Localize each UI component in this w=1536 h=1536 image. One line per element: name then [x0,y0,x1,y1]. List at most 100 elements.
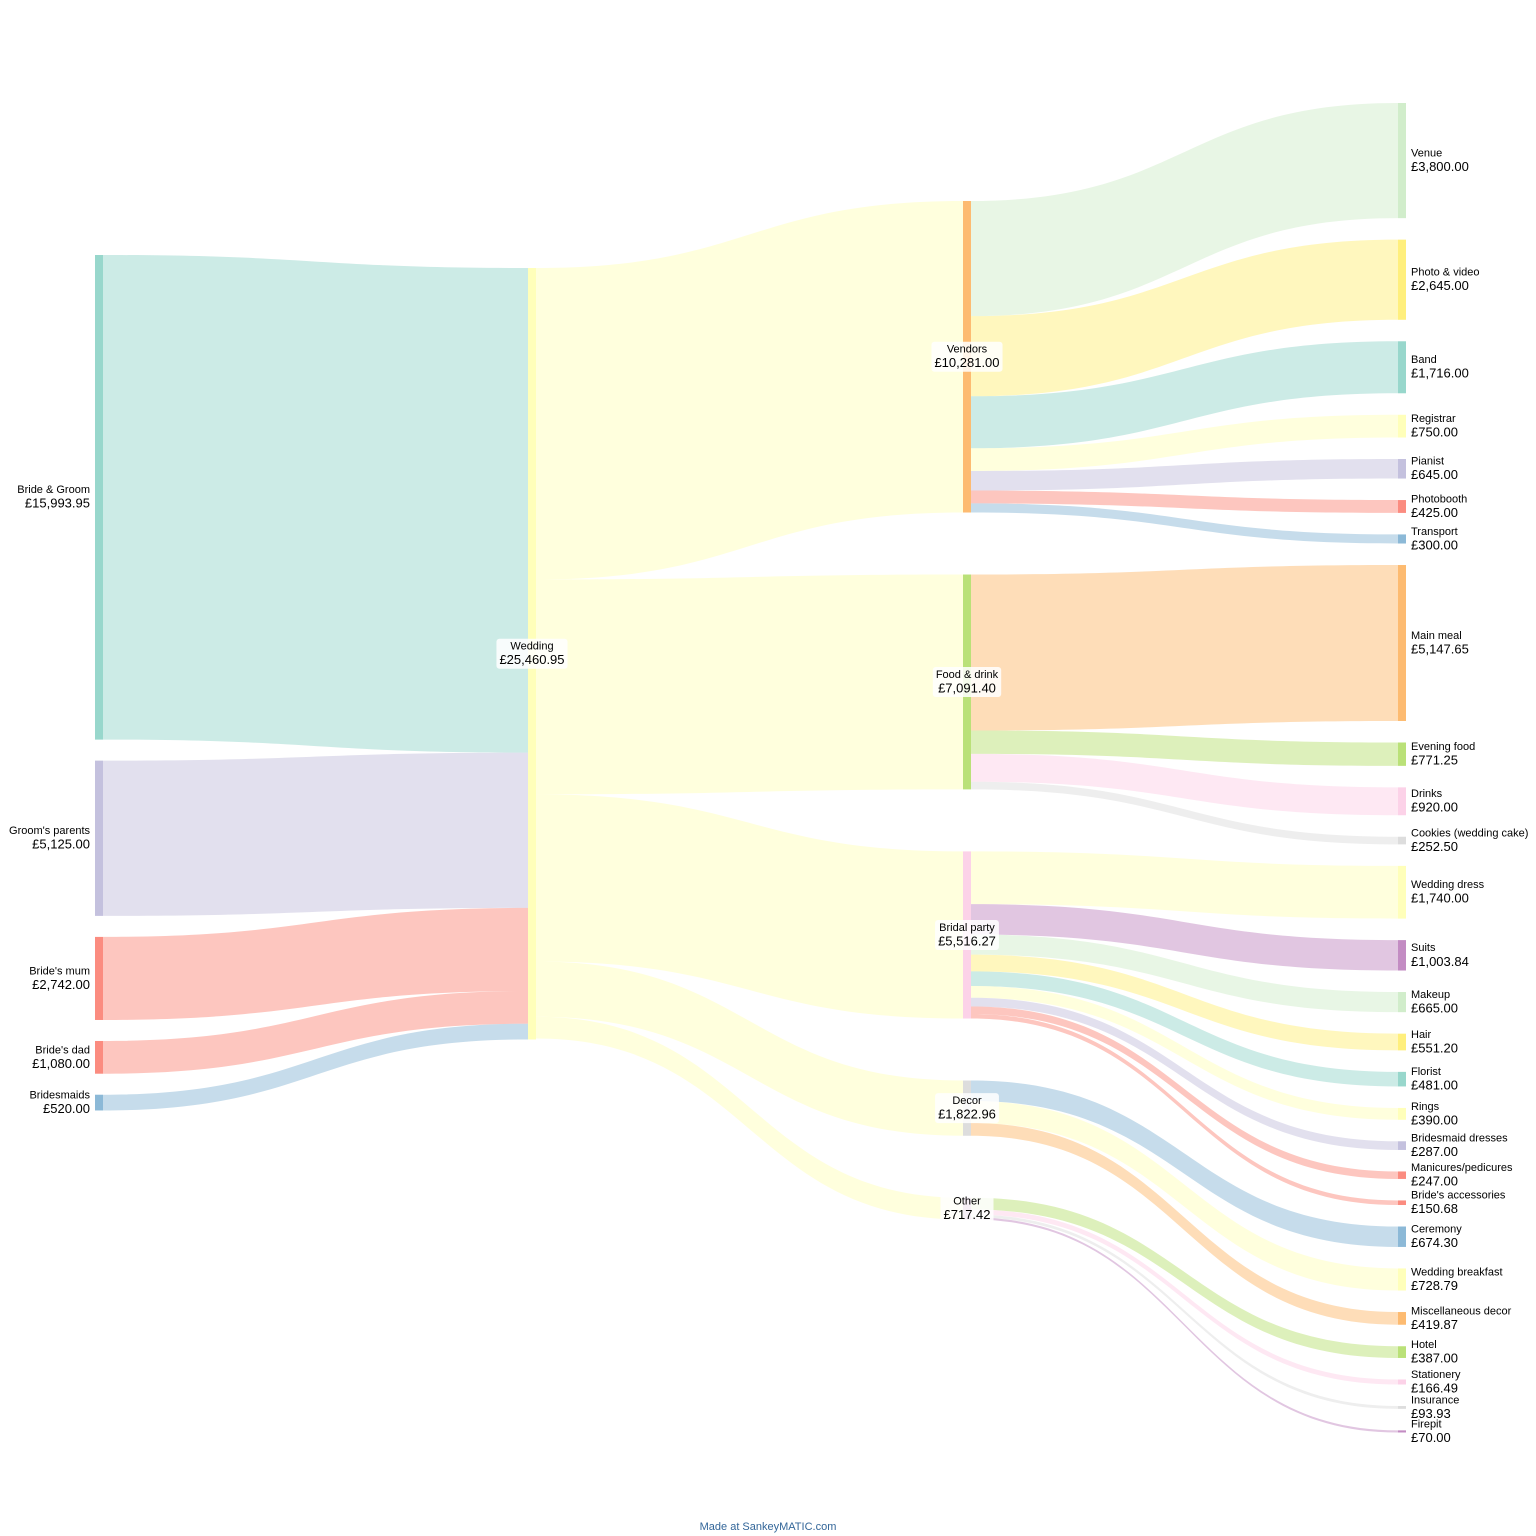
node-name: Hair [1411,1029,1432,1041]
node [1398,1107,1406,1120]
flow [971,985,1398,1120]
node-value: £551.20 [1411,1040,1458,1055]
node-value: £1,822.96 [938,1107,996,1122]
node-name: Venue [1411,147,1442,159]
node-value: £287.00 [1411,1144,1458,1159]
node [1398,1033,1406,1051]
node [1398,1406,1406,1409]
node-label: Suits£1,003.84 [1411,942,1469,969]
flow [536,201,963,580]
flow [971,1013,1398,1206]
node-value: £150.68 [1411,1201,1458,1216]
node-value: £25,460.95 [499,652,564,667]
node [1398,1171,1406,1179]
flow [971,1080,1398,1247]
node-name: Photo & video [1411,267,1480,279]
node-value: £2,742.00 [32,977,90,992]
node-value: £1,740.00 [1411,891,1469,906]
flow [971,1100,1398,1291]
label-background [935,919,999,950]
node-label: Drinks£920.00 [1411,788,1458,815]
flow [536,1016,963,1220]
node-name: Transport [1411,526,1458,538]
node-name: Wedding dress [1411,879,1485,891]
node-label: Transport£300.00 [1411,526,1458,553]
node-value: £771.25 [1411,753,1458,768]
node-label: Decor£1,822.96 [935,1093,999,1124]
flow [971,997,1398,1150]
node [1398,414,1406,438]
node [1398,1200,1406,1206]
node-label: Main meal£5,147.65 [1411,630,1469,657]
flow [971,414,1398,472]
node-name: Registrar [1411,413,1456,425]
node [1398,742,1406,766]
node-name: Bride's accessories [1411,1190,1506,1202]
node-value: £425.00 [1411,505,1458,520]
flow [103,990,528,1074]
node-value: £387.00 [1411,1351,1458,1366]
node-value: £1,716.00 [1411,366,1469,381]
node-value: £645.00 [1411,467,1458,482]
node-label: Bridal party£5,516.27 [935,919,999,950]
node-name: Insurance [1411,1394,1459,1406]
node-value: £2,645.00 [1411,278,1469,293]
node [1398,565,1406,721]
flow [971,1197,1398,1358]
node-value: £750.00 [1411,425,1458,440]
node-label: Groom's parents£5,125.00 [9,825,90,852]
node-value: £7,091.40 [938,680,996,695]
flow [971,1209,1398,1385]
node-label: Rings£390.00 [1411,1101,1458,1128]
footer: Made at SankeyMATIC.com [700,1521,837,1533]
label-background [940,1193,994,1224]
node-name: Bridal party [939,922,995,934]
node-name: Band [1411,354,1437,366]
node [1398,1268,1406,1291]
node [95,760,103,916]
flow [971,503,1398,544]
node-label: Florist£481.00 [1411,1066,1458,1093]
flow [971,1123,1398,1325]
node-value: £674.30 [1411,1235,1458,1250]
node-value: £5,147.65 [1411,641,1469,656]
node-name: Bridesmaid dresses [1411,1133,1508,1145]
flow [971,490,1398,513]
node-label: Vendors£10,281.00 [931,341,1003,372]
node-value: £1,080.00 [32,1056,90,1071]
node-label: Bride's mum£2,742.00 [29,965,90,992]
node [1398,940,1406,971]
node-value: £717.42 [944,1207,991,1222]
flow [536,574,963,795]
flow [971,904,1398,971]
node-value: £300.00 [1411,537,1458,552]
node-label: Pianist£645.00 [1411,456,1458,483]
node-label: Firepit£70.00 [1411,1418,1451,1445]
node-label: Bride's accessories£150.68 [1411,1190,1506,1217]
node-label: Cookies (wedding cake)£252.50 [1411,827,1528,854]
node-label: Band£1,716.00 [1411,354,1469,381]
node-label: Wedding£25,460.95 [496,638,568,669]
flow [971,103,1398,317]
node-name: Pianist [1411,456,1444,468]
flow [103,907,528,1020]
node-name: Rings [1411,1101,1440,1113]
node [1398,341,1406,394]
node-value: £419.87 [1411,1317,1458,1332]
flow [971,730,1398,766]
node-value: £93.93 [1411,1406,1451,1421]
node-label: Other£717.42 [940,1193,994,1224]
node-name: Hotel [1411,1339,1437,1351]
node-name: Firepit [1411,1418,1442,1430]
node-label: Hotel£387.00 [1411,1339,1458,1366]
flow [971,459,1398,491]
node [1398,836,1406,845]
node-name: Manicures/pedicures [1411,1162,1513,1174]
node-value: £728.79 [1411,1278,1458,1293]
node-name: Wedding [510,641,553,653]
node [1398,500,1406,513]
node-value: £520.00 [43,1101,90,1116]
node-label: Ceremony£674.30 [1411,1224,1462,1251]
node-value: £665.00 [1411,1001,1458,1016]
node-value: £3,800.00 [1411,159,1469,174]
